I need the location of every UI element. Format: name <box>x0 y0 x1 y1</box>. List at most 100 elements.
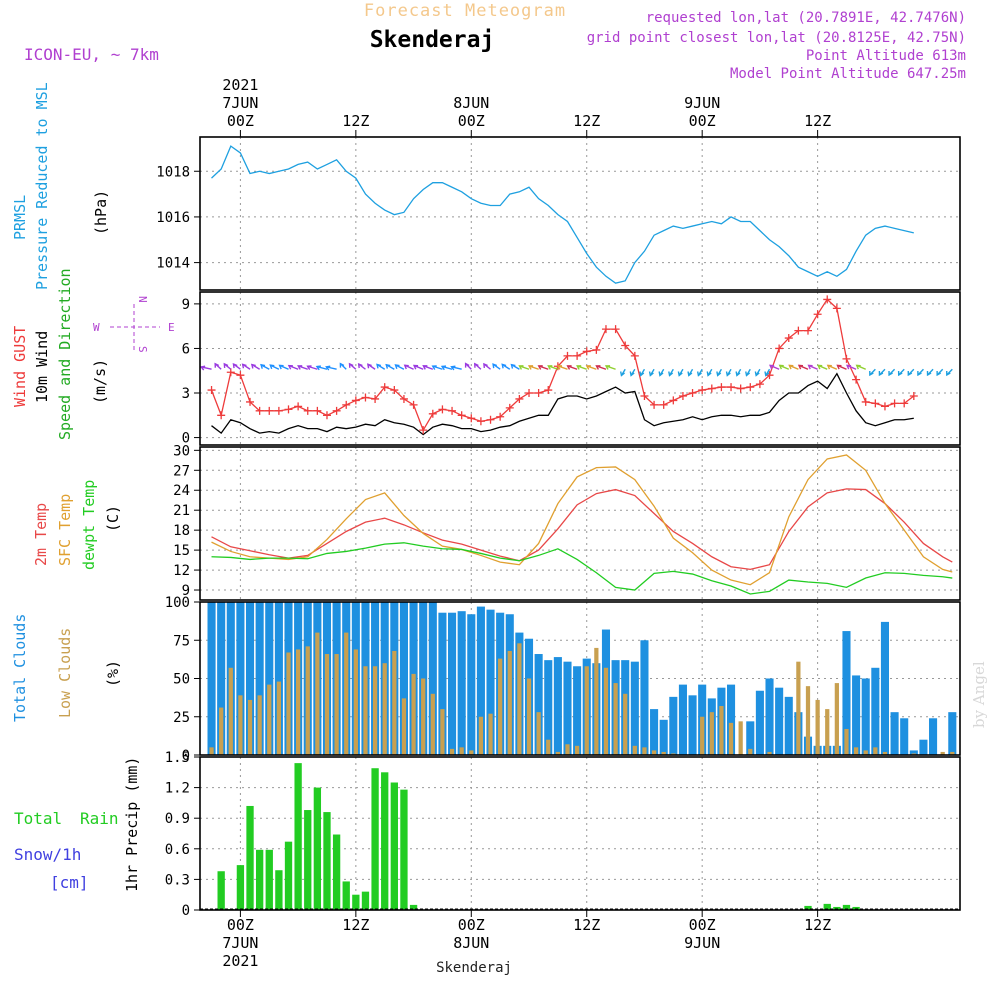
wind-arrowhead <box>778 364 784 370</box>
low-cloud-bar <box>584 666 589 755</box>
y-tick-label: 0 <box>182 748 190 764</box>
low-cloud-bar <box>536 712 541 755</box>
low-cloud-bar <box>392 650 397 755</box>
wind-arrowhead <box>604 365 611 370</box>
gust-marker <box>294 402 303 411</box>
gust-marker <box>861 397 870 406</box>
wind-arrowhead <box>897 370 903 377</box>
low-cloud-bar <box>825 709 830 755</box>
low-cloud-bar <box>738 721 743 755</box>
wind-arrowhead <box>917 370 922 377</box>
gust-marker <box>621 341 630 350</box>
rain-bar <box>823 903 831 910</box>
clouds-panel: 0 25 50 75 100 <box>165 595 960 764</box>
low-cloud-bar <box>459 747 464 755</box>
low-cloud-bar <box>574 745 580 755</box>
rain-bar <box>804 905 812 910</box>
total-cloud-bar <box>650 709 659 755</box>
wind-arrowhead <box>668 371 674 377</box>
top-time-label: 8JUN <box>453 94 489 112</box>
gust-marker <box>746 383 755 392</box>
rain-bar <box>852 906 860 910</box>
total-cloud-bar <box>553 657 562 755</box>
gust-marker <box>659 400 668 409</box>
low-cloud-bar <box>238 695 243 755</box>
gust-marker <box>342 400 351 409</box>
wind-arrowhead <box>376 363 382 369</box>
low-cloud-bar <box>834 683 839 755</box>
gust-marker <box>707 384 716 393</box>
total-cloud-bar <box>563 661 572 755</box>
gust-marker <box>274 406 283 415</box>
pressure-msl-label: Pressure Reduced to MSL <box>33 82 51 290</box>
hpa-label: (hPa) <box>92 190 110 235</box>
total-cloud-bar <box>265 602 274 755</box>
total-cloud-bar <box>448 612 457 755</box>
y-tick-label: 1016 <box>156 210 190 226</box>
gust-marker <box>525 389 534 398</box>
rain-bar <box>390 782 398 910</box>
wind-arrowhead <box>764 371 770 377</box>
wind-arrowhead <box>232 363 238 369</box>
low-cloud-bar <box>796 661 801 755</box>
precip-axis-label: 1hr Precip (mm) <box>123 757 141 892</box>
model-label: ICON-EU, ~ 7km <box>24 45 159 64</box>
y-tick-label: 1.5 <box>165 750 190 766</box>
svg-text:N: N <box>136 296 149 303</box>
y-tick-label: 0.3 <box>165 872 190 888</box>
total-cloud-bar <box>784 696 793 755</box>
gust-marker <box>842 354 851 363</box>
y-tick-label: 15 <box>173 543 190 559</box>
total-cloud-bar <box>775 687 784 755</box>
wind-arrowhead <box>629 371 635 377</box>
prmsl-line <box>211 145 914 284</box>
percent-label: (%) <box>104 660 122 687</box>
gust-marker <box>476 417 485 426</box>
top-time-label: 00Z <box>458 112 485 130</box>
low-cloud-bar <box>315 632 320 755</box>
wind-arrowhead <box>725 371 731 377</box>
wind-arrowhead <box>620 371 626 377</box>
y-tick-label: 3 <box>182 386 190 402</box>
celsius-label: (C) <box>104 505 122 532</box>
pressure-panel: 1014 1016 1018 <box>156 137 960 290</box>
y-tick-label: 27 <box>173 463 190 479</box>
temp-sfc-line <box>211 454 953 586</box>
low-cloud-bar <box>507 650 512 755</box>
wind-arrowhead <box>483 362 488 369</box>
gust-marker <box>544 386 553 395</box>
total-cloud-bar <box>476 606 485 755</box>
temp-2m-line <box>211 488 953 571</box>
rain-bar <box>275 870 283 910</box>
gust-marker <box>313 406 322 415</box>
gust-marker <box>322 411 331 420</box>
gust-marker <box>688 389 697 398</box>
low-cloud-bar <box>430 693 435 755</box>
wind-arrowhead <box>297 365 303 370</box>
total-cloud-bar <box>929 718 938 755</box>
wind-arrowhead <box>687 371 693 377</box>
top-time-label: 7JUN <box>222 94 258 112</box>
footer-location: Skenderaj <box>436 960 512 976</box>
total-cloud-bar <box>236 602 245 755</box>
gust-marker <box>534 389 543 398</box>
wind-arrowhead <box>817 364 823 370</box>
low-cloud-bar <box>209 747 214 755</box>
total-clouds-label: Total Clouds <box>11 614 29 722</box>
low-cloud-bar <box>276 681 282 755</box>
gust-marker <box>794 326 803 335</box>
bottom-time-label: 2021 <box>222 952 258 970</box>
rain-bar <box>304 810 312 910</box>
svg-text:E: E <box>168 321 175 334</box>
rain-bar <box>313 787 322 910</box>
total-cloud-bar <box>640 640 649 755</box>
gust-marker <box>284 405 293 414</box>
wind-arrowhead <box>745 371 751 377</box>
low-cloud-bar <box>247 699 253 755</box>
temperature-frame <box>199 446 961 601</box>
y-tick-label: 12 <box>173 563 190 579</box>
total-cloud-bar <box>871 667 880 755</box>
wind-labels: Wind GUST 10m Wind Speed and Direction (… <box>11 268 175 440</box>
pressure-labels: PRMSL Pressure Reduced to MSL (hPa) <box>11 82 110 290</box>
wind-arrowhead <box>431 365 437 370</box>
